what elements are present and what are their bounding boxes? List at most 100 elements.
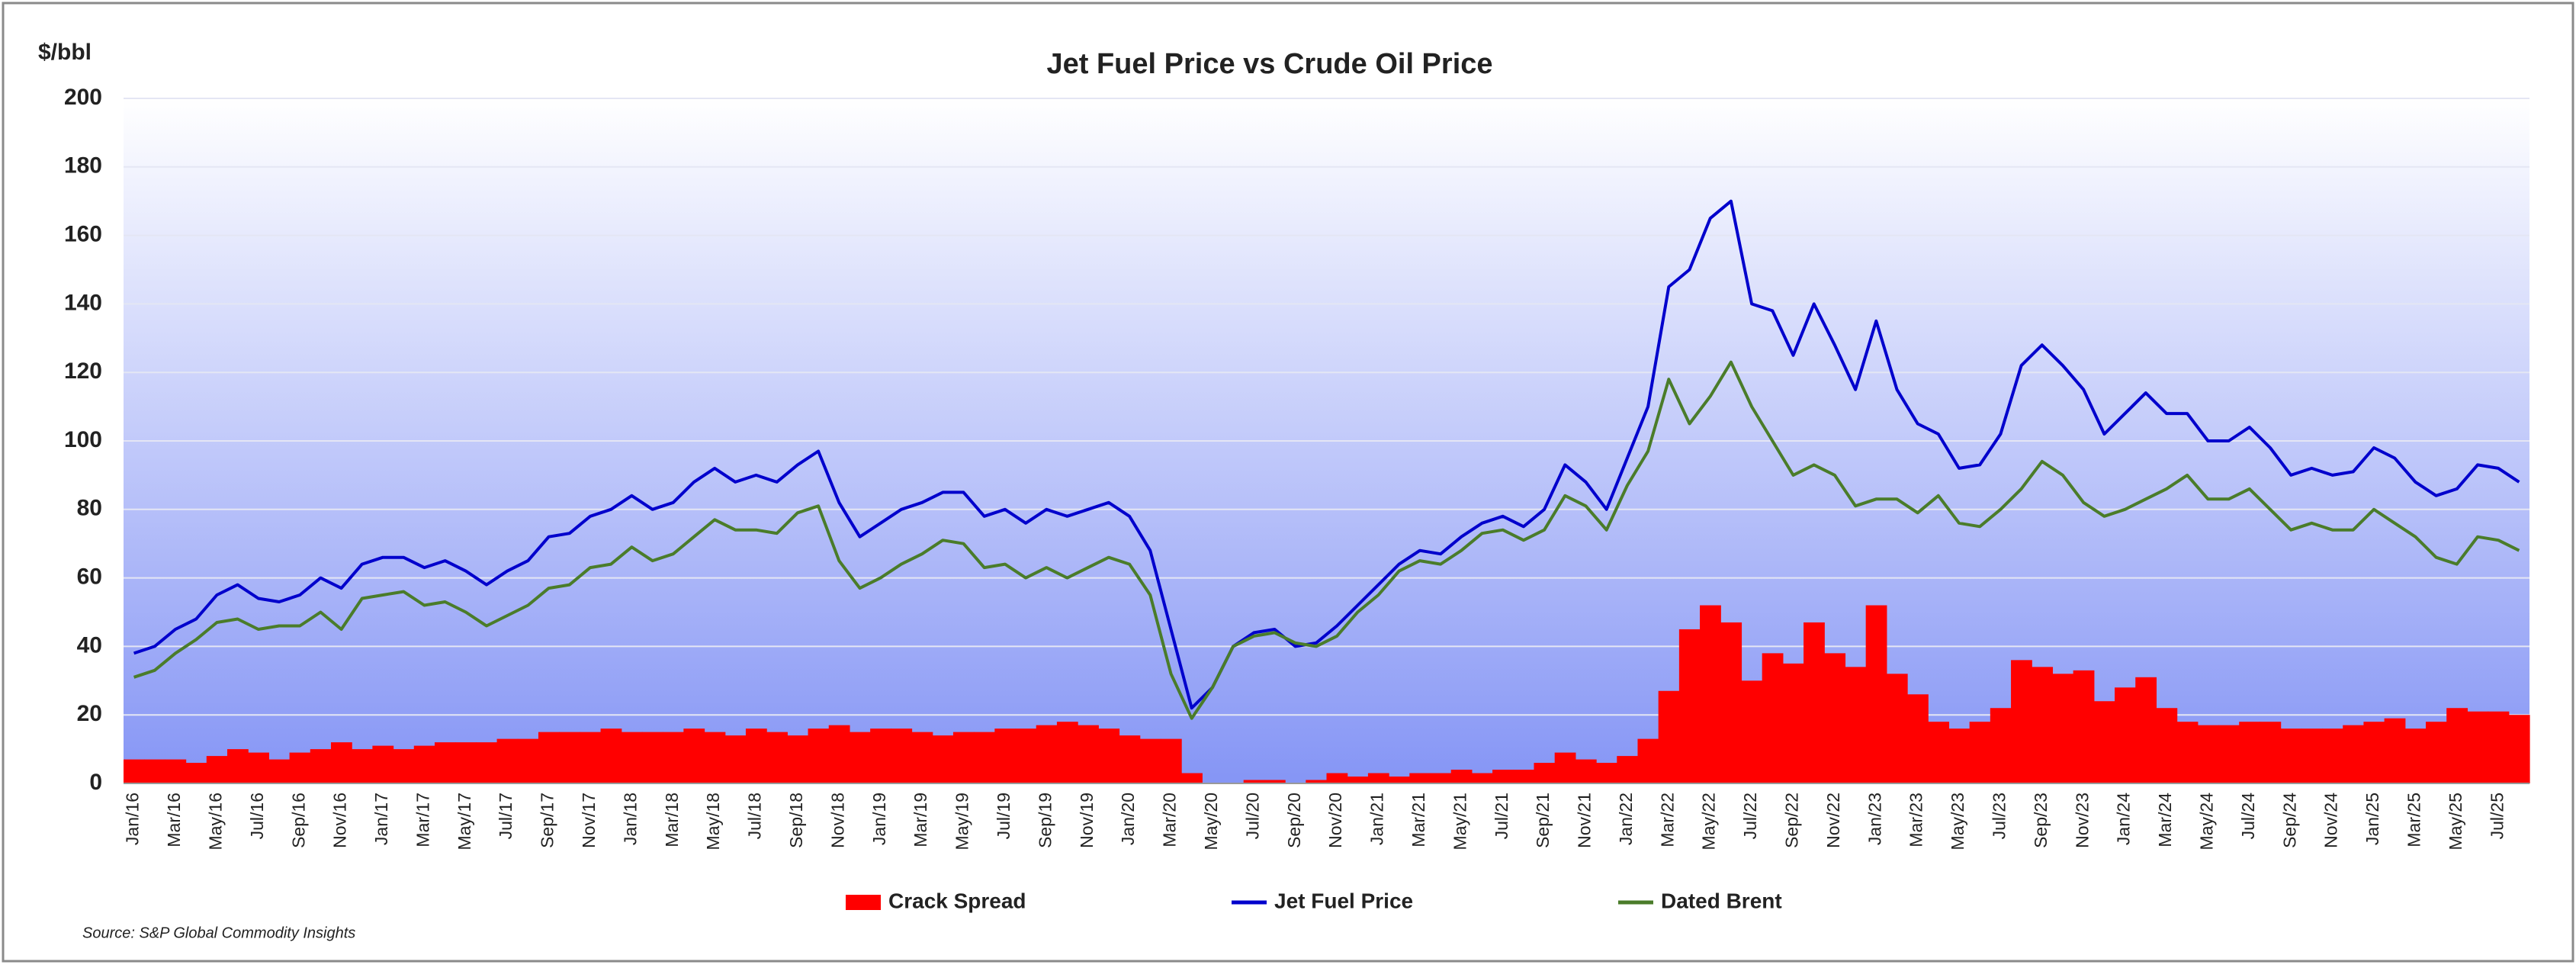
crack-bar bbox=[1160, 738, 1182, 783]
crack-bar bbox=[1658, 690, 1680, 783]
x-tick-label: Mar/24 bbox=[2155, 793, 2175, 847]
crack-bar bbox=[2363, 722, 2385, 783]
crack-bar bbox=[1513, 770, 1535, 783]
x-tick-label: Sep/24 bbox=[2279, 793, 2299, 848]
x-tick-label: Nov/19 bbox=[1077, 793, 1097, 848]
crack-bar bbox=[2135, 677, 2157, 783]
crack-bar bbox=[165, 759, 187, 783]
x-tick-label: Sep/23 bbox=[2031, 793, 2051, 848]
crack-bar bbox=[891, 728, 913, 783]
crack-bar bbox=[1264, 780, 1286, 783]
crack-bar bbox=[1098, 728, 1120, 783]
crack-bar bbox=[2488, 711, 2510, 783]
crack-bar bbox=[2322, 728, 2343, 783]
x-tick-label: May/24 bbox=[2197, 793, 2217, 851]
price-line bbox=[133, 199, 2520, 710]
crack-bar bbox=[372, 745, 394, 783]
y-tick-label: 0 bbox=[89, 770, 102, 795]
x-tick-label: Jul/22 bbox=[1740, 793, 1760, 839]
crack-bar bbox=[310, 749, 332, 783]
y-tick-label: 40 bbox=[77, 632, 102, 658]
crack-bar bbox=[2052, 674, 2074, 783]
x-tick-label: Sep/22 bbox=[1782, 793, 1802, 848]
crack-bar bbox=[413, 745, 435, 783]
crack-bar bbox=[849, 732, 871, 783]
x-tick-label: Jul/20 bbox=[1242, 793, 1262, 839]
x-tick-label: May/19 bbox=[952, 793, 972, 850]
x-tick-label: Jan/17 bbox=[371, 793, 391, 845]
crack-bar bbox=[2446, 708, 2468, 783]
crack-bar bbox=[2260, 722, 2282, 783]
y-tick-label: 200 bbox=[64, 85, 102, 110]
x-tick-label: May/17 bbox=[454, 793, 474, 850]
crack-bar bbox=[1575, 759, 1597, 783]
y-tick-label: 180 bbox=[64, 153, 102, 178]
crack-bar bbox=[1471, 773, 1493, 783]
x-tick-label: Jan/18 bbox=[620, 793, 640, 845]
x-tick-label: May/21 bbox=[1450, 793, 1469, 850]
crack-bar bbox=[870, 728, 891, 783]
crack-bar bbox=[185, 763, 207, 783]
crack-bar bbox=[248, 752, 269, 783]
crack-bar bbox=[1596, 763, 1617, 783]
crack-bar bbox=[476, 742, 498, 783]
x-tick-label: Sep/19 bbox=[1035, 793, 1055, 848]
crack-bar bbox=[1907, 694, 1929, 783]
x-tick-label: Sep/16 bbox=[288, 793, 308, 848]
crack-bar bbox=[1056, 722, 1078, 783]
crack-bar bbox=[952, 732, 975, 783]
crack-bar bbox=[1928, 722, 1950, 783]
crack-bar bbox=[1015, 728, 1037, 783]
crack-bar bbox=[2032, 667, 2054, 783]
crack-bar bbox=[1119, 735, 1141, 783]
crack-bar bbox=[1617, 756, 1639, 783]
crack-bar bbox=[1181, 773, 1203, 783]
crack-bar bbox=[2218, 725, 2240, 783]
crack-bar bbox=[1554, 752, 1576, 783]
crack-bar bbox=[1865, 605, 1887, 783]
crack-bar bbox=[1450, 770, 1473, 783]
crack-bar bbox=[226, 749, 249, 783]
x-tick-label: Mar/22 bbox=[1657, 793, 1677, 847]
x-tick-label: Mar/21 bbox=[1408, 793, 1428, 847]
x-tick-label: Jan/22 bbox=[1616, 793, 1636, 845]
crack-bar bbox=[1409, 773, 1431, 783]
x-tick-label: Jan/21 bbox=[1367, 793, 1387, 845]
crack-bar bbox=[1948, 728, 1971, 783]
x-tick-label: May/20 bbox=[1201, 793, 1221, 850]
crack-bar bbox=[1700, 605, 1721, 783]
x-tick-label: Jul/17 bbox=[496, 793, 516, 839]
crack-bar bbox=[704, 732, 726, 783]
crack-bar bbox=[1492, 770, 1514, 783]
crack-bar bbox=[1720, 622, 1742, 783]
crack-bar bbox=[1845, 667, 1867, 783]
crack-bar bbox=[724, 735, 747, 783]
x-tick-label: Sep/17 bbox=[538, 793, 557, 848]
crack-bar bbox=[828, 725, 850, 783]
crack-bar bbox=[2197, 725, 2219, 783]
crack-bar bbox=[1243, 780, 1265, 783]
x-tick-label: Sep/18 bbox=[786, 793, 806, 848]
crack-bar bbox=[434, 742, 456, 783]
chart-title: Jet Fuel Price vs Crude Oil Price bbox=[1046, 48, 1492, 80]
crack-bar bbox=[621, 732, 643, 783]
crack-bar bbox=[1969, 722, 1991, 783]
y-tick-label: 80 bbox=[77, 496, 102, 521]
crack-bar bbox=[538, 732, 560, 783]
crack-bar bbox=[289, 752, 311, 783]
x-tick-label: Mar/16 bbox=[164, 793, 184, 847]
crack-bar bbox=[352, 749, 373, 783]
crack-bar bbox=[974, 732, 995, 783]
crack-bar bbox=[1367, 773, 1389, 783]
crack-bar bbox=[2280, 728, 2302, 783]
x-tick-label: Nov/17 bbox=[579, 793, 599, 848]
x-tick-label: Mar/17 bbox=[413, 793, 432, 847]
x-tick-label: Jan/19 bbox=[869, 793, 889, 845]
crack-bar bbox=[1139, 738, 1161, 783]
x-tick-label: Nov/20 bbox=[1325, 793, 1345, 848]
x-tick-label: Mar/23 bbox=[1906, 793, 1926, 847]
crack-bar bbox=[1078, 725, 1099, 783]
y-tick-label: 100 bbox=[64, 427, 102, 452]
legend-label: Crack Spread bbox=[888, 889, 1026, 912]
crack-bar bbox=[124, 759, 145, 783]
